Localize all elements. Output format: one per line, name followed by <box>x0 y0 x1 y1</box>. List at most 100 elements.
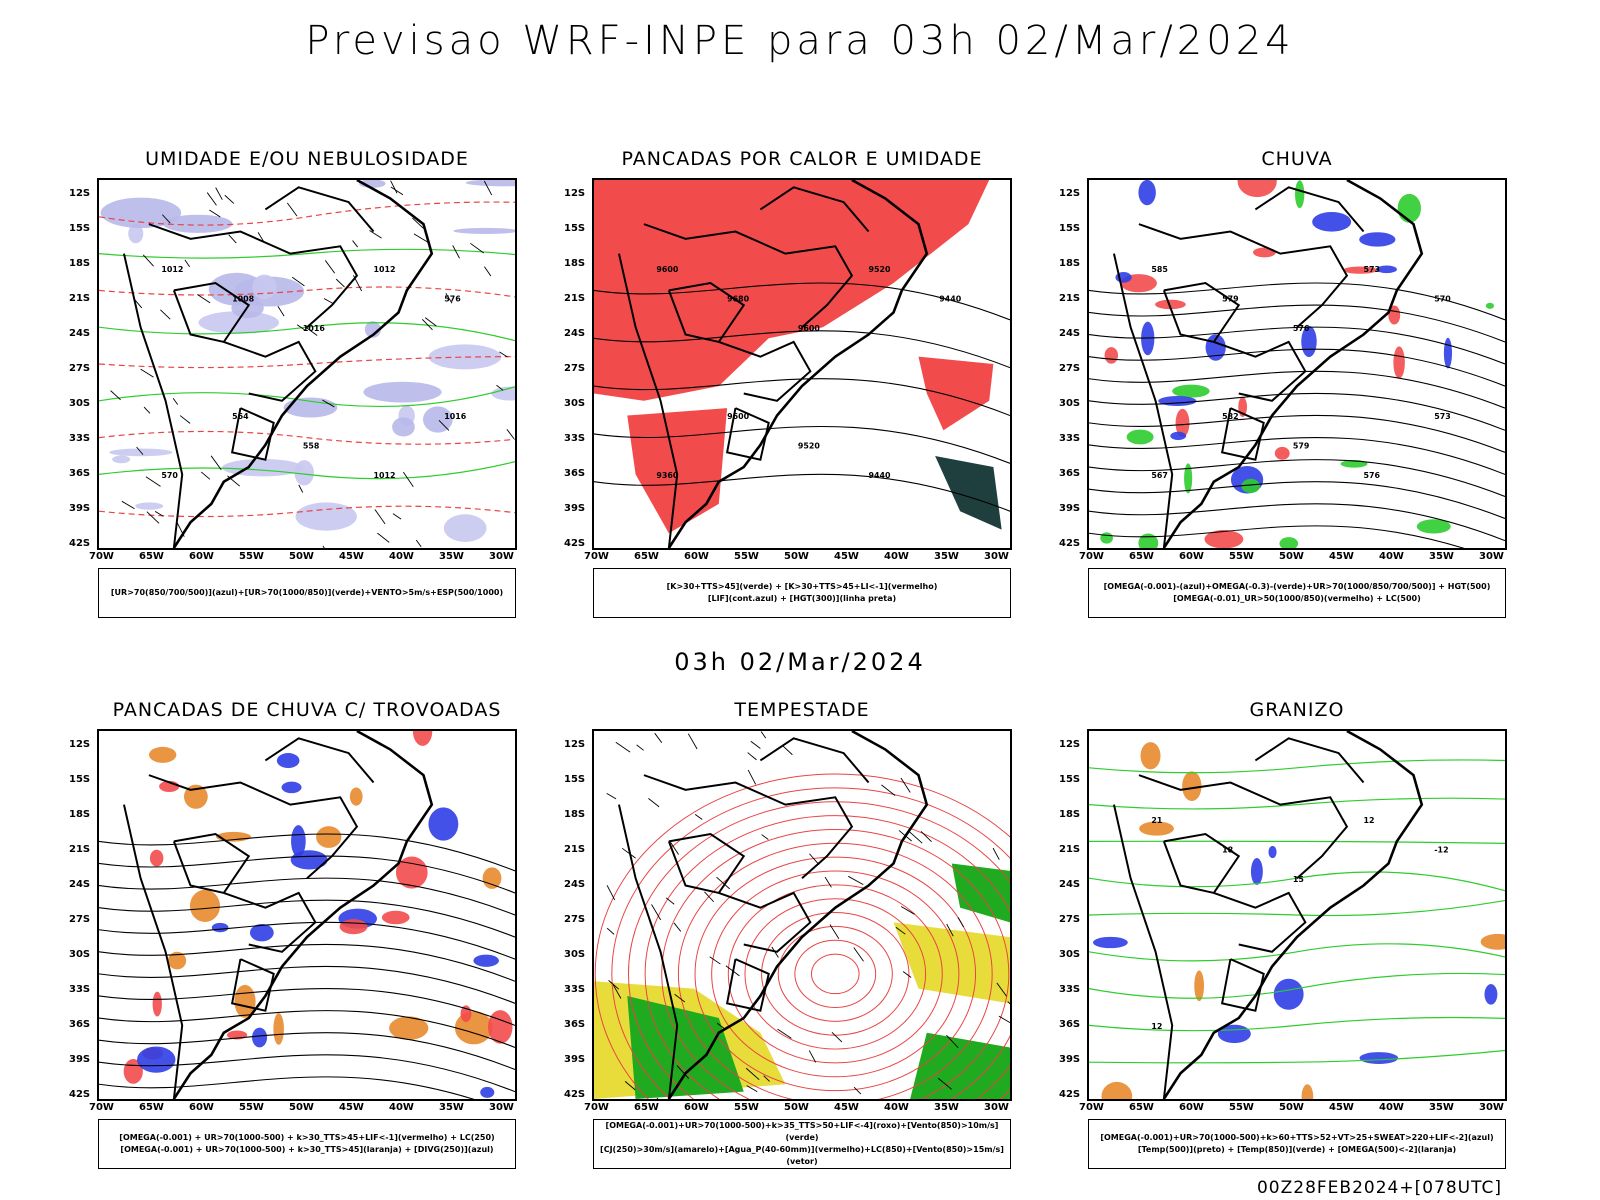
latitude-label: 24S <box>1059 879 1081 890</box>
shaded-area <box>222 458 303 477</box>
state-border <box>1138 774 1349 879</box>
contour-line <box>99 461 515 480</box>
wind-vector <box>636 744 644 751</box>
shaded-area <box>281 781 302 794</box>
contour-label: 9520 <box>798 442 821 451</box>
latitude-label: 24S <box>69 879 91 890</box>
wind-vector <box>853 947 864 962</box>
shaded-area <box>1343 266 1378 274</box>
contour-line <box>99 505 515 518</box>
wind-vector <box>676 1065 690 1079</box>
latitude-label: 42S <box>564 1089 586 1100</box>
contour-line <box>1089 459 1505 497</box>
latitude-label: 27S <box>564 363 586 374</box>
shaded-area <box>1359 1052 1399 1064</box>
wind-vector <box>761 834 769 840</box>
shaded-area <box>1194 970 1204 1002</box>
contour-line <box>594 773 1010 1099</box>
longitude-label: 60W <box>189 1102 214 1113</box>
contour-line <box>594 378 1010 417</box>
shaded-area <box>1126 429 1154 445</box>
latitude-label: 18S <box>1059 809 1081 820</box>
contour-line <box>1089 370 1505 409</box>
wind-vector <box>777 1028 792 1039</box>
wind-vector <box>781 744 793 756</box>
shaded-area <box>381 910 410 925</box>
longitude-label: 70W <box>89 1102 114 1113</box>
state-border <box>223 891 317 953</box>
contour-line <box>99 965 515 1004</box>
latitude-label: 15S <box>69 223 91 234</box>
shaded-area <box>137 1046 176 1073</box>
wind-vector <box>215 187 223 200</box>
state-border <box>1220 407 1265 461</box>
wind-vector <box>920 830 932 843</box>
contour-label: 570 <box>161 471 178 480</box>
contour-line <box>99 355 515 369</box>
shaded-area <box>1416 519 1451 534</box>
latitude-label: 33S <box>564 433 586 444</box>
longitude-label: 40W <box>1379 1102 1404 1113</box>
shaded-area <box>290 850 328 870</box>
state-border <box>1112 804 1174 1099</box>
wind-vector <box>390 186 404 196</box>
shaded-area <box>1140 742 1161 770</box>
latitude-label: 39S <box>564 1054 586 1065</box>
contour-label: 9360 <box>656 471 679 480</box>
wind-vector <box>674 993 686 1003</box>
state-border <box>172 282 251 344</box>
longitude-label: 45W <box>1329 551 1354 562</box>
wind-vector <box>656 1097 659 1099</box>
shaded-area <box>491 386 515 401</box>
latitude-label: 12S <box>1059 188 1081 199</box>
contour-line <box>99 988 515 1026</box>
contour-line <box>644 815 1010 1099</box>
wind-vector <box>146 511 160 524</box>
contour-label: 15 <box>1293 875 1304 884</box>
shaded-area <box>443 514 487 542</box>
shaded-area <box>482 867 502 889</box>
wind-vector <box>291 276 305 287</box>
longitude-label: 55W <box>1229 551 1254 562</box>
wind-vector <box>496 384 504 391</box>
longitude-label: 55W <box>239 551 264 562</box>
longitude-label: 35W <box>934 551 959 562</box>
wind-vector <box>499 351 508 358</box>
wind-vector <box>324 260 336 274</box>
shaded-area <box>1480 933 1505 950</box>
contour-line <box>1089 759 1505 774</box>
longitude-label: 35W <box>439 1102 464 1113</box>
shaded-area <box>252 1027 268 1048</box>
wind-vector <box>615 741 631 753</box>
wind-vector <box>747 752 757 761</box>
contour-label: 9600 <box>798 324 821 333</box>
shaded-area <box>1158 396 1197 406</box>
contour-label: 570 <box>1434 294 1451 303</box>
state-border <box>122 253 184 548</box>
contour-line <box>1089 1016 1505 1032</box>
shaded-area <box>198 311 280 334</box>
wind-vector <box>483 180 493 196</box>
contour-line <box>594 330 1010 369</box>
wind-vector <box>747 769 757 785</box>
longitude-label: 60W <box>684 551 709 562</box>
wind-vector <box>760 731 767 739</box>
shaded-area <box>1376 265 1397 274</box>
longitude-label: 65W <box>1129 551 1154 562</box>
wind-vector <box>306 327 318 336</box>
contour-label: 1012 <box>374 471 396 480</box>
legend-pancadas-trovoadas: [OMEGA(-0.001) + UR>70(1000-500) + k>30_… <box>98 1119 516 1169</box>
coastline <box>1162 731 1424 1099</box>
coastline <box>667 180 929 548</box>
wind-vector <box>277 305 285 317</box>
contour-line <box>611 787 1010 1099</box>
map-pancadas-calor: 9600 9680 9600 9520 9440 9360 9600 9520 9440 <box>592 178 1012 550</box>
contour-label: 21 <box>1151 816 1162 825</box>
longitude-label: 50W <box>1279 551 1304 562</box>
longitude-label: 55W <box>1229 1102 1254 1113</box>
wind-vector <box>895 926 906 935</box>
wind-vector <box>506 429 515 440</box>
wind-vector <box>377 532 390 543</box>
wind-vector <box>704 891 714 903</box>
shaded-area <box>487 1010 513 1044</box>
